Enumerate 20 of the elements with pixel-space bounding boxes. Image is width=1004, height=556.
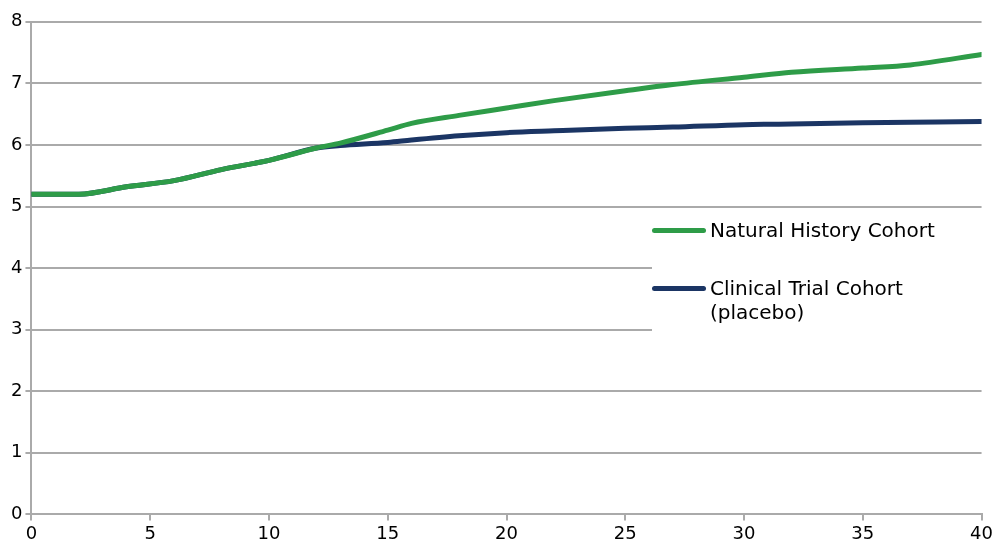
y-tick-label: 4	[11, 255, 23, 277]
x-tick-label: 15	[376, 521, 400, 543]
x-tick-label: 25	[613, 521, 637, 543]
y-tick-label: 7	[11, 71, 23, 93]
y-tick-label: 1	[11, 440, 23, 462]
y-tick-label: 2	[11, 378, 23, 400]
y-tick-label: 8	[11, 9, 23, 31]
x-tick-label: 40	[970, 521, 993, 543]
y-tick-label: 6	[11, 132, 23, 154]
x-tick-label: 30	[732, 521, 756, 543]
x-tick-label: 10	[257, 521, 281, 543]
x-tick-label: 35	[851, 521, 875, 543]
y-tick-label: 3	[11, 317, 23, 339]
x-tick-label: 20	[495, 521, 518, 543]
x-tick-label: 0	[25, 521, 38, 543]
legend-label: Natural History Cohort	[710, 218, 936, 242]
legend-label: Clinical Trial Cohort (placebo)	[710, 276, 904, 324]
x-tick-label: 5	[144, 521, 156, 543]
y-tick-label: 5	[11, 194, 23, 216]
y-tick-label: 0	[11, 502, 23, 524]
